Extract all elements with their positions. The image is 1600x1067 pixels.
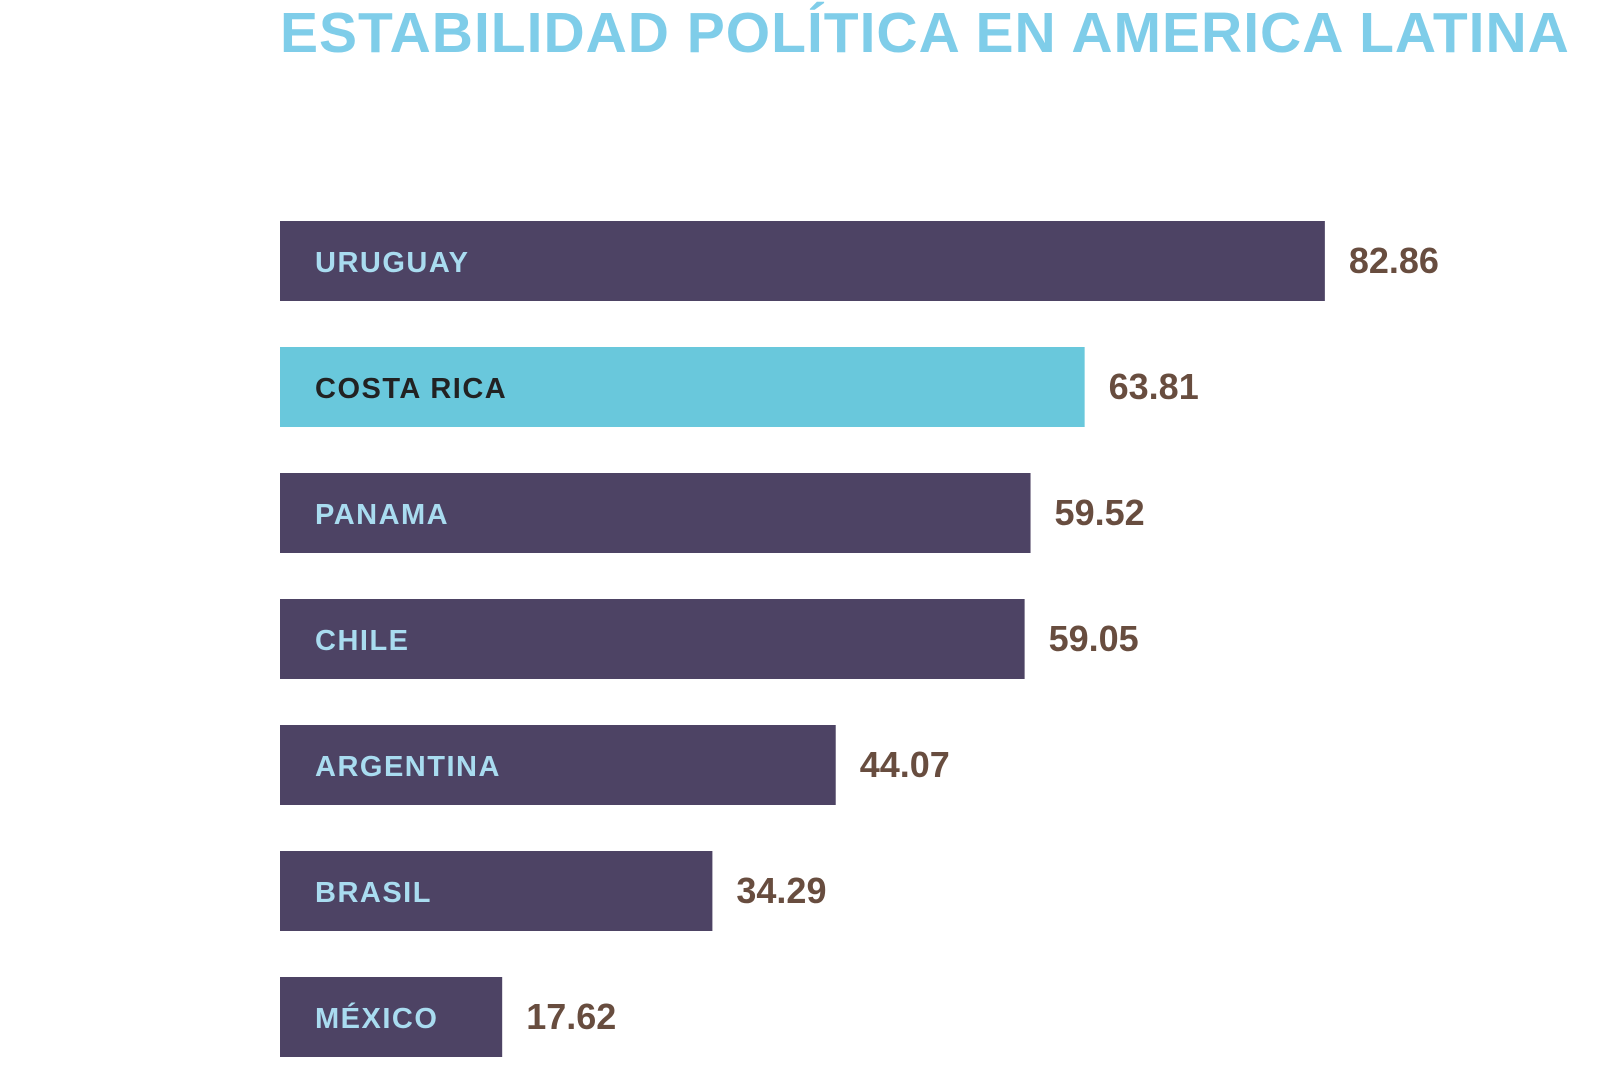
bar-argentina bbox=[280, 725, 836, 805]
value-label-costa-rica: 63.81 bbox=[1109, 366, 1199, 407]
value-label-chile: 59.05 bbox=[1049, 618, 1139, 659]
bar-label-chile: CHILE bbox=[315, 625, 410, 657]
bar-label-costa-rica: COSTA RICA bbox=[315, 373, 507, 405]
value-label-panama: 59.52 bbox=[1055, 492, 1145, 533]
bar-label-uruguay: URUGUAY bbox=[315, 247, 469, 279]
bar-chile bbox=[280, 599, 1025, 679]
value-label-argentina: 44.07 bbox=[860, 744, 950, 785]
bar-uruguay bbox=[280, 221, 1325, 301]
bar-costa-rica bbox=[280, 347, 1085, 427]
value-label-uruguay: 82.86 bbox=[1349, 240, 1439, 281]
bar-label-brasil: BRASIL bbox=[315, 877, 432, 909]
bar-mexico bbox=[280, 977, 503, 1057]
chart-title: ESTABILIDAD POLÍTICA EN AMERICA LATINA bbox=[280, 1, 1570, 65]
bar-panama bbox=[280, 473, 1031, 553]
bar-brasil bbox=[280, 851, 713, 931]
value-label-mexico: 17.62 bbox=[526, 996, 616, 1037]
value-label-brasil: 34.29 bbox=[736, 870, 826, 911]
bar-label-argentina: ARGENTINA bbox=[315, 751, 501, 783]
bar-label-mexico: MÉXICO bbox=[315, 1001, 438, 1035]
bar-label-panama: PANAMA bbox=[315, 499, 449, 531]
